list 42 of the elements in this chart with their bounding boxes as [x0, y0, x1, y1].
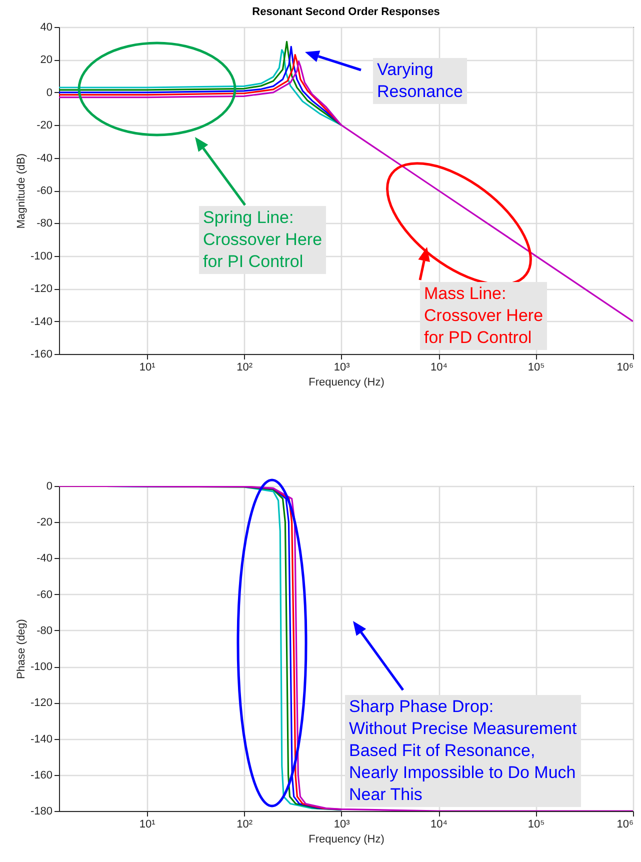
x-tick-label: 10⁶ [616, 818, 634, 830]
y-tick-label: -180 [30, 806, 52, 818]
y-tick-label: -40 [36, 152, 52, 164]
x-tick-label: 10⁶ [616, 362, 634, 374]
y-axis-title: Magnitude (dB) [15, 153, 28, 229]
y-tick-label: -120 [30, 697, 52, 710]
y-tick-label: -160 [30, 348, 52, 360]
x-tick-label: 10³ [334, 818, 350, 830]
y-axis-title: Phase (deg) [15, 619, 28, 679]
chart-title: Resonant Second Order Responses [252, 6, 440, 18]
x-tick-label: 10¹ [139, 818, 156, 830]
x-tick-label: 10¹ [139, 362, 156, 374]
annotation: Sharp Phase Drop: Without Precise Measurement Based Fit of Resonance, Nearly Impossible to Do Much Near This [345, 695, 581, 807]
y-tick-label: 0 [46, 86, 52, 99]
y-tick-label: -120 [30, 283, 52, 296]
annotation: Varying Resonance [373, 58, 468, 104]
y-tick-label: -60 [36, 588, 52, 601]
y-tick-label: -80 [36, 624, 52, 637]
y-tick-label: -140 [30, 316, 52, 328]
y-tick-label: 0 [46, 480, 52, 492]
y-tick-label: -40 [36, 552, 52, 565]
y-tick-label: 40 [40, 22, 52, 34]
x-tick-label: 10⁴ [430, 362, 448, 374]
x-tick-label: 10³ [334, 362, 350, 374]
x-tick-label: 10² [236, 818, 253, 830]
annotation: Mass Line: Crossover Here for PD Control [420, 282, 548, 350]
y-tick-label: -80 [36, 218, 52, 230]
y-tick-label: -160 [30, 769, 52, 782]
x-axis-title: Frequency (Hz) [308, 376, 384, 388]
x-tick-label: 10² [236, 362, 253, 374]
x-tick-label: 10⁵ [528, 362, 545, 374]
x-axis-title: Frequency (Hz) [308, 834, 384, 846]
y-tick-label: -140 [30, 733, 52, 746]
x-tick-label: 10⁴ [430, 818, 448, 830]
y-tick-label: -100 [30, 250, 52, 262]
y-tick-label: -60 [36, 185, 52, 197]
annotation: Spring Line: Crossover Here for PI Control [199, 206, 326, 274]
y-tick-label: -20 [36, 516, 52, 529]
y-tick-label: 20 [40, 54, 52, 66]
x-tick-label: 10⁵ [528, 818, 545, 830]
y-tick-label: -20 [36, 120, 52, 132]
y-tick-label: -100 [30, 661, 52, 674]
